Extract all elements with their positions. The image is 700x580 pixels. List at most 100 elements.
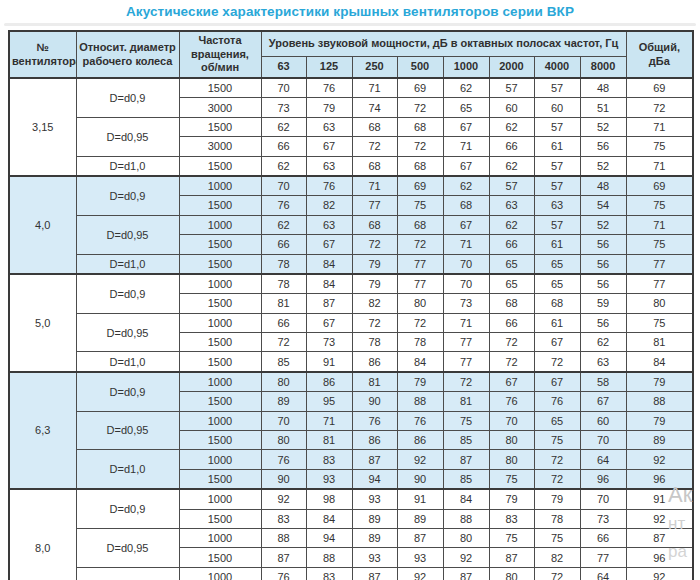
data-row: D=d1,01500859186847772726384: [9, 352, 693, 372]
spl-value-cell: 89: [261, 392, 306, 411]
speed-cell: 1500: [179, 509, 261, 528]
speed-cell: 1500: [179, 352, 261, 372]
speed-cell: 1500: [179, 196, 261, 215]
spl-value-cell: 63: [306, 117, 352, 136]
spl-value-cell: 93: [397, 548, 443, 567]
spl-value-cell: 76: [352, 411, 397, 430]
spl-value-cell: 71: [352, 78, 397, 98]
data-row: D=d0,951500626368686762575271: [9, 117, 693, 136]
speed-cell: 1000: [179, 489, 261, 509]
diameter-cell: D=d1,0: [76, 567, 179, 580]
spl-value-cell: 72: [489, 352, 534, 372]
speed-cell: 1000: [179, 567, 261, 580]
spl-value-cell: 64: [580, 450, 626, 469]
spl-value-cell: 81: [352, 372, 397, 392]
spl-value-cell: 72: [534, 450, 580, 469]
spl-value-cell: 79: [352, 254, 397, 274]
header-relative-diameter: Относит. диаметр рабочего колеса: [76, 31, 179, 78]
spl-value-cell: 57: [489, 176, 534, 196]
spl-value-cell: 84: [306, 509, 352, 528]
spl-value-cell: 72: [397, 137, 443, 156]
spl-value-cell: 70: [261, 411, 306, 430]
spl-value-cell: 63: [580, 352, 626, 372]
spl-value-cell: 60: [580, 411, 626, 430]
spl-value-cell: 62: [261, 117, 306, 136]
spl-value-cell: 77: [397, 274, 443, 294]
spl-value-cell: 57: [489, 78, 534, 98]
spl-value-cell: 70: [580, 431, 626, 450]
spl-value-cell: 67: [443, 215, 489, 234]
spl-value-cell: 76: [261, 196, 306, 215]
spl-value-cell: 84: [397, 352, 443, 372]
spl-value-cell: 86: [306, 372, 352, 392]
spl-value-cell: 67: [306, 235, 352, 254]
speed-cell: 3000: [179, 98, 261, 117]
data-row: 3,15D=d0,91500707671696257574869: [9, 78, 693, 98]
spl-value-cell: 73: [261, 98, 306, 117]
spl-value-cell: 76: [306, 176, 352, 196]
spl-value-cell: 88: [443, 509, 489, 528]
speed-cell: 1500: [179, 117, 261, 136]
total-dba-cell: 72: [626, 98, 693, 117]
spl-value-cell: 60: [534, 98, 580, 117]
spl-value-cell: 67: [443, 156, 489, 176]
diameter-cell: D=d0,95: [76, 411, 179, 450]
spl-value-cell: 80: [443, 528, 489, 547]
spl-value-cell: 88: [261, 528, 306, 547]
spl-value-cell: 65: [534, 274, 580, 294]
diameter-cell: D=d0,95: [76, 215, 179, 254]
spl-value-cell: 68: [397, 156, 443, 176]
spl-value-cell: 71: [443, 235, 489, 254]
data-row: D=d0,951000707176767570656079: [9, 411, 693, 430]
spl-value-cell: 72: [261, 333, 306, 352]
diameter-cell: D=d0,9: [76, 78, 179, 117]
spl-value-cell: 56: [580, 313, 626, 332]
spl-value-cell: 78: [352, 333, 397, 352]
spl-value-cell: 51: [580, 98, 626, 117]
spl-value-cell: 62: [443, 78, 489, 98]
spl-value-cell: 72: [443, 372, 489, 392]
spl-value-cell: 68: [397, 117, 443, 136]
spl-value-cell: 90: [397, 469, 443, 489]
spl-value-cell: 96: [580, 469, 626, 489]
spl-value-cell: 69: [397, 176, 443, 196]
diameter-cell: D=d0,95: [76, 313, 179, 352]
header-freq-8000: 8000: [580, 57, 626, 79]
spl-value-cell: 82: [534, 548, 580, 567]
spl-value-cell: 60: [489, 98, 534, 117]
header-total-dba: Общий, дБа: [626, 31, 693, 78]
spl-value-cell: 52: [580, 156, 626, 176]
spl-value-cell: 79: [534, 489, 580, 509]
spl-value-cell: 84: [306, 274, 352, 294]
spl-value-cell: 63: [489, 196, 534, 215]
spl-value-cell: 92: [443, 548, 489, 567]
spl-value-cell: 83: [489, 509, 534, 528]
total-dba-cell: 80: [626, 294, 693, 313]
total-dba-cell: 71: [626, 117, 693, 136]
spl-value-cell: 77: [352, 196, 397, 215]
spl-value-cell: 79: [489, 489, 534, 509]
spl-value-cell: 75: [489, 469, 534, 489]
spl-value-cell: 52: [580, 117, 626, 136]
spl-value-cell: 87: [306, 294, 352, 313]
spl-value-cell: 75: [534, 528, 580, 547]
spl-value-cell: 86: [352, 431, 397, 450]
spl-value-cell: 67: [443, 117, 489, 136]
header-freq-63: 63: [261, 57, 306, 79]
speed-cell: 1000: [179, 450, 261, 469]
spl-value-cell: 92: [397, 567, 443, 580]
spl-value-cell: 57: [534, 176, 580, 196]
spl-value-cell: 70: [443, 254, 489, 274]
spl-value-cell: 48: [580, 176, 626, 196]
spl-value-cell: 80: [261, 431, 306, 450]
spl-value-cell: 91: [397, 489, 443, 509]
total-dba-cell: 75: [626, 137, 693, 156]
total-dba-cell: 81: [626, 333, 693, 352]
spl-value-cell: 89: [397, 509, 443, 528]
spl-value-cell: 77: [580, 548, 626, 567]
spl-value-cell: 67: [580, 392, 626, 411]
fan-number-cell: 8,0: [9, 489, 76, 580]
data-row: D=d0,951000666772727166615675: [9, 313, 693, 332]
speed-cell: 1000: [179, 176, 261, 196]
table-header: № вентилятора Относит. диаметр рабочего …: [9, 31, 693, 78]
